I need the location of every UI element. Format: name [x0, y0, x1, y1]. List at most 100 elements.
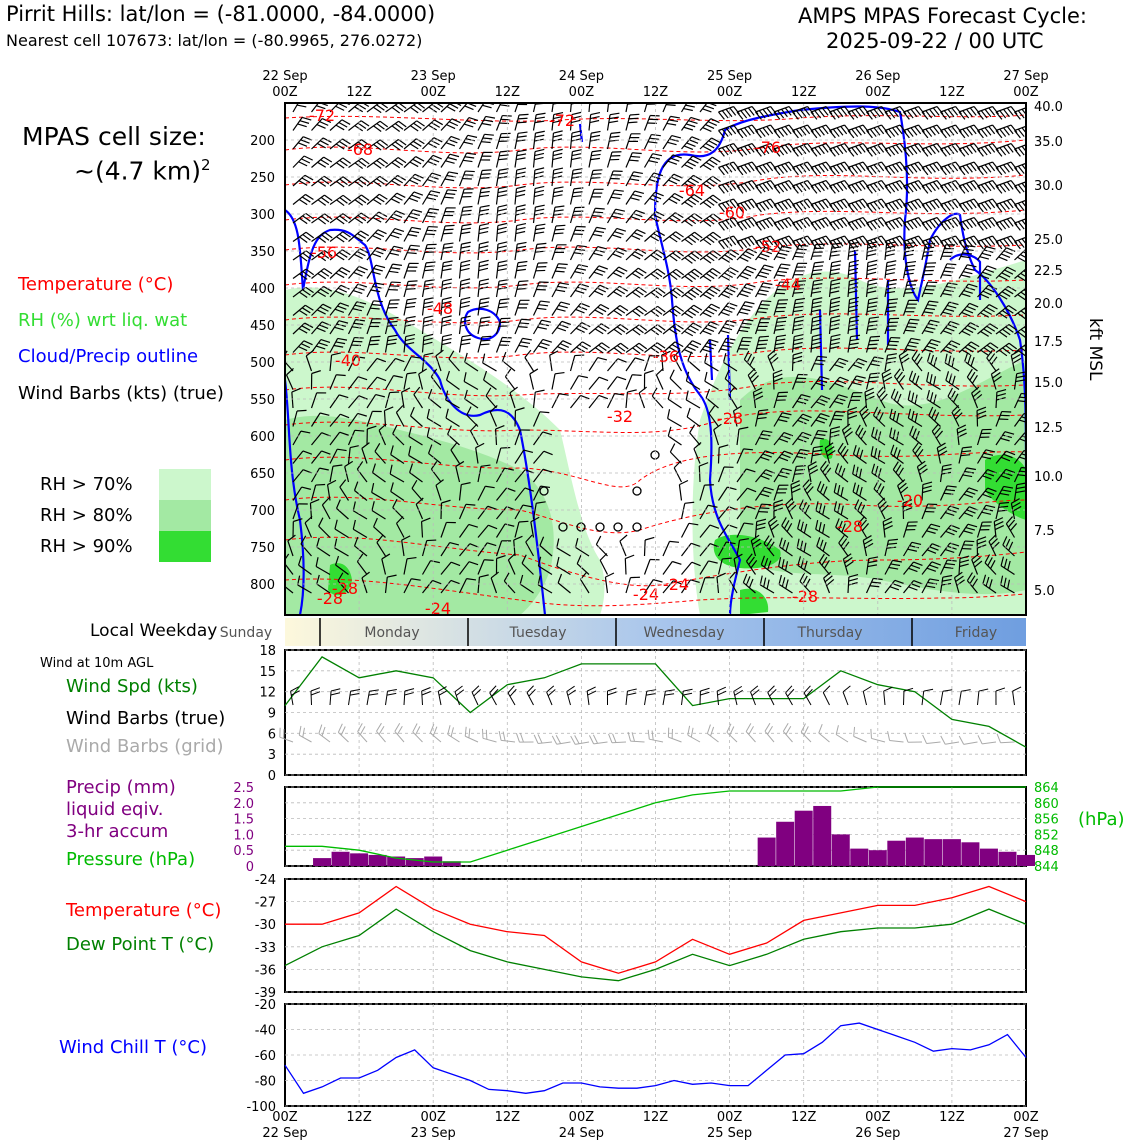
wind-barb — [902, 541, 922, 557]
wind-barb-feather — [895, 144, 903, 153]
wind-barb-feather — [954, 571, 963, 579]
wind-barb — [458, 334, 472, 353]
wind-barb-feather — [718, 222, 725, 231]
wind-barb-feather — [765, 246, 775, 252]
wind-barb-feather — [744, 108, 751, 118]
wind-barb-feather — [425, 215, 436, 218]
wind-barb — [403, 244, 420, 261]
wind-barb-feather — [811, 323, 822, 327]
wind-barb-feather — [317, 199, 327, 206]
wind-barb — [570, 302, 590, 316]
wind-barb-feather — [829, 327, 840, 331]
wind-barb — [728, 571, 738, 594]
wind-barb-feather — [886, 360, 896, 364]
wind-barb-staff — [371, 491, 386, 502]
wind-barb-feather — [799, 201, 807, 210]
wind-barb-feather — [829, 434, 840, 438]
wind-barb — [588, 245, 608, 261]
wind-barb-feather — [426, 408, 430, 419]
wind-barb-staff — [532, 485, 542, 501]
wind-barb-feather — [960, 255, 971, 259]
wind-barb-feather — [302, 450, 313, 455]
wind-barb — [477, 524, 498, 538]
wind-barb — [408, 427, 423, 446]
wind-barb-feather — [406, 297, 417, 301]
wind-barb-feather — [522, 337, 532, 341]
wind-barb-feather — [354, 235, 364, 242]
wind-barb-feather — [917, 460, 926, 468]
wind-barb-staff — [772, 373, 775, 390]
wind-barb — [977, 124, 999, 139]
wind-barb-feather — [792, 185, 799, 194]
wind-barb-feather — [479, 324, 489, 327]
wind-barb-feather — [407, 233, 418, 237]
wind-barb — [300, 535, 312, 557]
wind-barb — [995, 450, 1016, 464]
wind-barb-feather — [977, 544, 987, 549]
wind-barb-feather — [895, 126, 903, 135]
wind-barb-feather — [727, 486, 737, 491]
wind-barb-feather — [926, 372, 930, 382]
wind-barb-feather — [965, 267, 975, 271]
wind-barb-feather — [992, 161, 999, 170]
wind-barb-feather — [892, 219, 899, 229]
wind-barb — [495, 523, 515, 538]
wind-barb-feather — [886, 264, 896, 268]
wind-barb-feather — [847, 185, 855, 194]
wind-barb-feather — [886, 241, 896, 245]
wind-barb — [644, 268, 666, 280]
wind-barb — [940, 124, 962, 139]
wind-barb-feather — [936, 217, 944, 226]
wind-barb — [940, 320, 960, 335]
wind-barb-feather — [966, 145, 973, 155]
wind-barb-feather — [1003, 145, 1010, 155]
wind-barb-feather — [886, 546, 897, 549]
wind-barb-feather — [951, 405, 960, 413]
wind-barb-staff — [376, 542, 387, 557]
wind-barb — [815, 501, 830, 520]
wind-barb — [291, 387, 301, 409]
wind-barb — [329, 194, 352, 207]
wind-barb-staff — [514, 429, 521, 446]
wind-barb-feather — [788, 198, 796, 207]
wind-barb — [376, 534, 387, 557]
wind-barb-feather — [427, 388, 433, 399]
wind-barb-feather — [423, 315, 434, 319]
wind-barb — [928, 406, 941, 427]
wind-barb-feather — [574, 289, 585, 294]
wind-barb-feather — [409, 179, 419, 185]
wind-barb — [908, 370, 923, 390]
wind-barb — [440, 260, 453, 279]
wind-barb — [810, 375, 830, 390]
wind-barb-staff — [625, 152, 633, 168]
wind-barb — [595, 535, 608, 557]
wind-barb-staff — [285, 361, 294, 372]
wind-barb-feather — [445, 370, 450, 381]
wind-barb — [549, 350, 559, 372]
wind-barb-feather — [912, 428, 917, 438]
wind-barb-feather — [331, 352, 341, 356]
wind-barb-feather — [844, 143, 851, 152]
wind-barb-feather — [925, 326, 936, 330]
wind-barb — [311, 268, 333, 280]
wind-barb-feather — [708, 288, 718, 295]
wind-barb-staff — [884, 579, 896, 594]
wind-barb-feather — [445, 390, 449, 401]
wind-barb-feather — [778, 557, 782, 567]
wind-barb-feather — [672, 252, 681, 260]
wind-barb-feather — [335, 341, 346, 345]
wind-barb — [667, 409, 682, 428]
wind-barb-staff — [426, 436, 442, 446]
wind-barb-feather — [478, 230, 489, 235]
wind-barb-feather — [966, 490, 976, 495]
wind-barb-staff — [625, 577, 632, 594]
wind-barb-feather — [462, 159, 473, 163]
wind-barb — [833, 501, 849, 520]
wind-barb-feather — [992, 143, 999, 152]
wind-barb-feather — [782, 539, 787, 550]
wind-barb-feather — [849, 245, 859, 249]
wind-barb-staff — [551, 103, 554, 113]
wind-barb-feather — [669, 97, 678, 98]
wind-barb — [588, 303, 610, 316]
wind-barb-feather — [316, 345, 326, 350]
